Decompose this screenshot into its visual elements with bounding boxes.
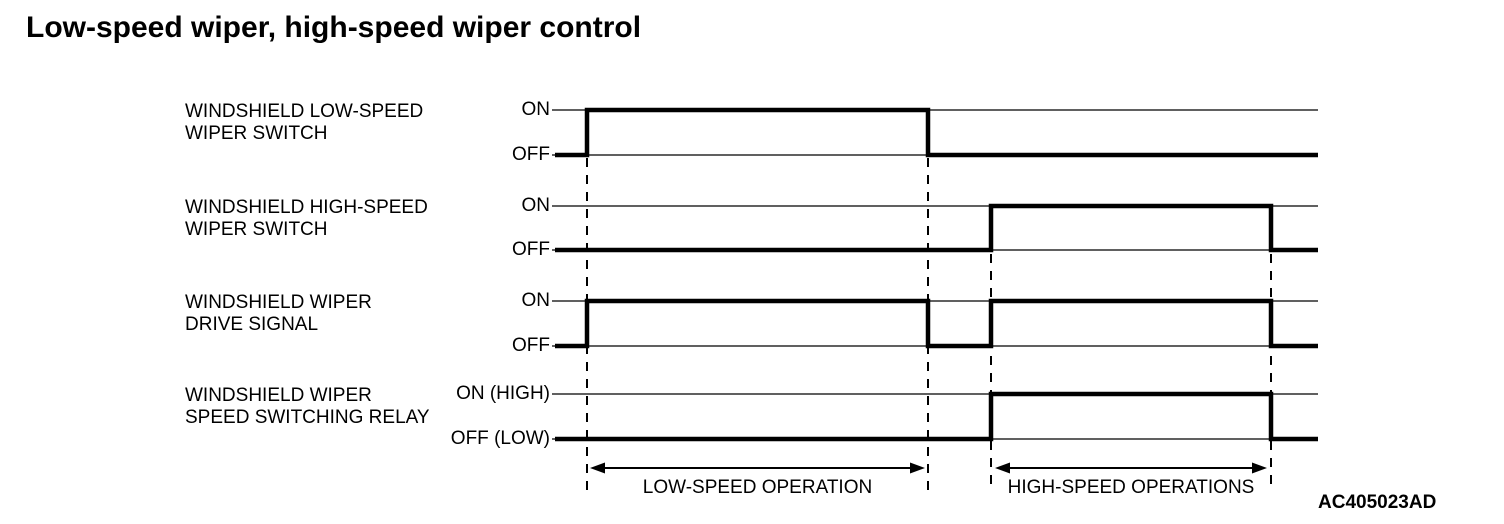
signal-label-low-speed-wiper-switch: WINDSHIELD LOW-SPEED WIPER SWITCH	[185, 101, 423, 145]
level-label-on: ON	[521, 290, 551, 311]
level-label-on-high: ON (HIGH)	[456, 383, 550, 404]
level-label-off-low: OFF (LOW)	[450, 428, 550, 449]
range-label-high-speed-operations: HIGH-SPEED OPERATIONS	[1007, 477, 1255, 498]
level-label-off: OFF	[512, 144, 550, 165]
level-label-on: ON	[521, 99, 551, 120]
signal-label-high-speed-wiper-switch: WINDSHIELD HIGH-SPEED WIPER SWITCH	[185, 197, 428, 241]
level-label-off: OFF	[512, 239, 550, 260]
signal-label-line: DRIVE SIGNAL	[185, 314, 319, 335]
signal-label-line: WINDSHIELD LOW-SPEED	[185, 101, 424, 122]
range-label-low-speed-operation: LOW-SPEED OPERATION	[642, 477, 873, 498]
signal-label-line: WINDSHIELD HIGH-SPEED	[185, 197, 428, 218]
page-title: Low-speed wiper, high-speed wiper contro…	[26, 11, 642, 44]
signal-label-line: WINDSHIELD WIPER	[185, 385, 372, 406]
figure-code: AC405023AD	[1318, 492, 1437, 513]
level-label-off: OFF	[512, 335, 550, 356]
signal-label-speed-switching-relay: WINDSHIELD WIPER SPEED SWITCHING RELAY	[185, 385, 430, 429]
signal-label-line: WIPER SWITCH	[185, 123, 328, 144]
signal-label-line: WIPER SWITCH	[185, 219, 328, 240]
level-label-on: ON	[521, 195, 551, 216]
signal-label-line: SPEED SWITCHING RELAY	[185, 407, 430, 428]
signal-label-wiper-drive-signal: WINDSHIELD WIPER DRIVE SIGNAL	[185, 292, 372, 336]
signal-label-line: WINDSHIELD WIPER	[185, 292, 372, 313]
